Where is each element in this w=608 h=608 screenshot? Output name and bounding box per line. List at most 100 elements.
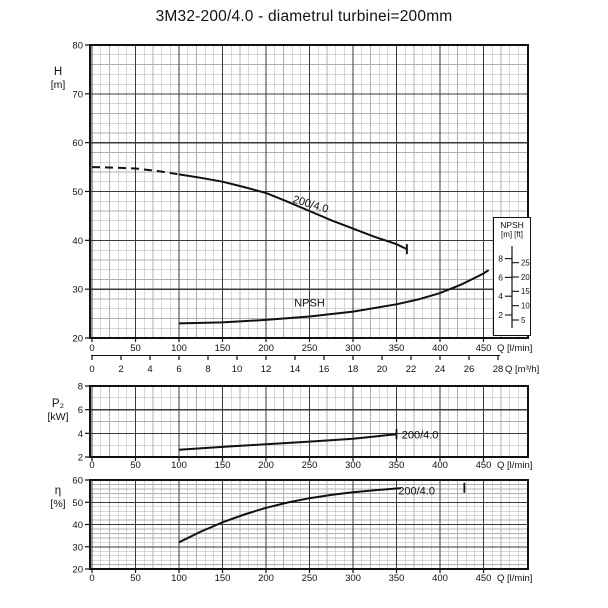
- curve-200/4.0: [178, 487, 401, 544]
- secondary-tick-label: 6: [176, 364, 181, 375]
- npsh-unit-m: [m]: [501, 230, 513, 239]
- x-tick-label: 0: [89, 343, 94, 354]
- y-tick-label: 20: [72, 334, 83, 345]
- y-axis-symbol: η: [54, 485, 62, 497]
- grid-major: [90, 386, 528, 457]
- npsh-legend-units: [m] [ft]: [494, 230, 530, 240]
- npsh-m-tick-label: 2: [498, 310, 503, 320]
- y-tick-label: 4: [78, 429, 83, 440]
- y-tick-label: 6: [78, 405, 83, 416]
- npsh-ft-tick-label: 20: [521, 273, 530, 282]
- x-tick-label: 200: [258, 573, 274, 584]
- curve-label-200/4.0: 200/4.0: [398, 485, 435, 497]
- x-tick-label: 100: [171, 343, 187, 354]
- x-tick-label: 450: [476, 460, 492, 471]
- y-tick-label: 60: [72, 476, 83, 487]
- x-tick-label: 400: [432, 573, 448, 584]
- x-tick-label: 450: [476, 573, 492, 584]
- x-tick-label: 200: [258, 460, 274, 471]
- page-title: 3M32-200/4.0 - diametrul turbinei=200mm: [155, 8, 453, 25]
- y-tick-label: 70: [72, 89, 83, 100]
- npsh-unit-ft: [ft]: [514, 230, 523, 239]
- secondary-tick-label: 0: [89, 364, 94, 375]
- y-tick-label: 40: [72, 520, 83, 531]
- secondary-tick-label: 22: [406, 364, 417, 375]
- x-tick-label: 50: [130, 573, 141, 584]
- npsh-ft-tick-label: 25: [521, 258, 530, 267]
- x-tick-label: 400: [432, 460, 448, 471]
- x-tick-label: 300: [345, 460, 361, 471]
- x-axis-unit: Q [l/min]: [497, 460, 532, 471]
- secondary-tick-label: 12: [261, 364, 272, 375]
- secondary-tick-label: 2: [118, 364, 123, 375]
- secondary-tick-label: 10: [232, 364, 243, 375]
- secondary-axis-m3h: 0 2 4 6 8 10 12 14 16 18 20 22 24 26 28 Q [m³/h]: [89, 354, 539, 375]
- x-tick-label: 150: [215, 343, 231, 354]
- npsh-m-tick-label: 4: [498, 291, 503, 301]
- x-tick-label: 250: [302, 343, 318, 354]
- secondary-axis-unit: Q [m³/h]: [505, 364, 539, 375]
- x-tick-label: 200: [258, 343, 274, 354]
- npsh-m-tick-label: 8: [498, 254, 503, 264]
- y-axis-symbol: H: [53, 66, 63, 78]
- x-tick-label: 250: [302, 460, 318, 471]
- curve-label-200/4.0: 200/4.0: [402, 430, 439, 442]
- y-tick-label: 40: [72, 236, 83, 247]
- curve-label-NPSH: NPSH: [294, 298, 325, 310]
- grid-minor: [90, 386, 528, 457]
- y-axis-unit: [m]: [50, 79, 66, 91]
- efficiency-chart: 20 30 40 50 60 0 50 100 150 200 250 300 350 400 450 Q […: [72, 476, 532, 585]
- curve-200/4.0: [178, 173, 408, 251]
- npsh-ft-tick-label: 15: [521, 287, 530, 296]
- secondary-tick-label: 8: [205, 364, 210, 375]
- secondary-tick-label: 14: [290, 364, 301, 375]
- secondary-tick-label: 4: [147, 364, 152, 375]
- secondary-tick-label: 24: [435, 364, 446, 375]
- y-tick-label: 60: [72, 138, 83, 149]
- grid-major: [90, 45, 528, 338]
- npsh-ft-tick-label: 10: [521, 301, 530, 310]
- x-tick-label: 450: [476, 343, 492, 354]
- y-axis-title-efficiency: η [%]: [38, 485, 78, 511]
- x-tick-label: 0: [89, 460, 94, 471]
- x-tick-label: 300: [345, 573, 361, 584]
- y-tick-label: 50: [72, 498, 83, 509]
- npsh-legend-title: NPSH: [500, 220, 524, 230]
- x-tick-label: 150: [215, 460, 231, 471]
- curve-NPSH: [178, 269, 490, 325]
- y-tick-label: 2: [78, 453, 83, 464]
- y-tick-label: 50: [72, 187, 83, 198]
- x-tick-label: 350: [389, 460, 405, 471]
- secondary-tick-label: 16: [319, 364, 330, 375]
- secondary-tick-label: 18: [348, 364, 359, 375]
- x-axis-unit: Q [l/min]: [497, 343, 532, 354]
- x-tick-label: 100: [171, 460, 187, 471]
- y-axis-title-head: H [m]: [38, 66, 78, 92]
- x-tick-label: 150: [215, 573, 231, 584]
- y-tick-label: 30: [72, 542, 83, 553]
- secondary-tick-label: 28: [493, 364, 504, 375]
- npsh-ft-tick-label: 5: [521, 316, 526, 325]
- curve-200/4.0: [178, 433, 397, 451]
- x-tick-label: 350: [389, 573, 405, 584]
- x-tick-label: 0: [89, 573, 94, 584]
- y-tick-label: 30: [72, 285, 83, 296]
- npsh-legend: NPSH [m] [ft] 2 4 6 8 5 10 15 20 25: [493, 217, 531, 336]
- x-tick-label: 300: [345, 343, 361, 354]
- x-axis-unit: Q [l/min]: [497, 573, 532, 584]
- y-tick-label: 80: [72, 41, 83, 52]
- npsh-dual-scale: 2 4 6 8 5 10 15 20 25: [498, 246, 530, 328]
- curve-200/4.0-dashed: [91, 166, 180, 176]
- y-axis-title-power: P₂ [kW]: [38, 398, 78, 424]
- x-tick-label: 50: [130, 343, 141, 354]
- x-tick-label: 400: [432, 343, 448, 354]
- y-tick-label: 8: [78, 382, 83, 393]
- npsh-m-tick-label: 6: [498, 272, 503, 282]
- x-tick-label: 350: [389, 343, 405, 354]
- x-tick-label: 50: [130, 460, 141, 471]
- y-axis-unit: [kW]: [47, 411, 69, 423]
- x-tick-label: 100: [171, 573, 187, 584]
